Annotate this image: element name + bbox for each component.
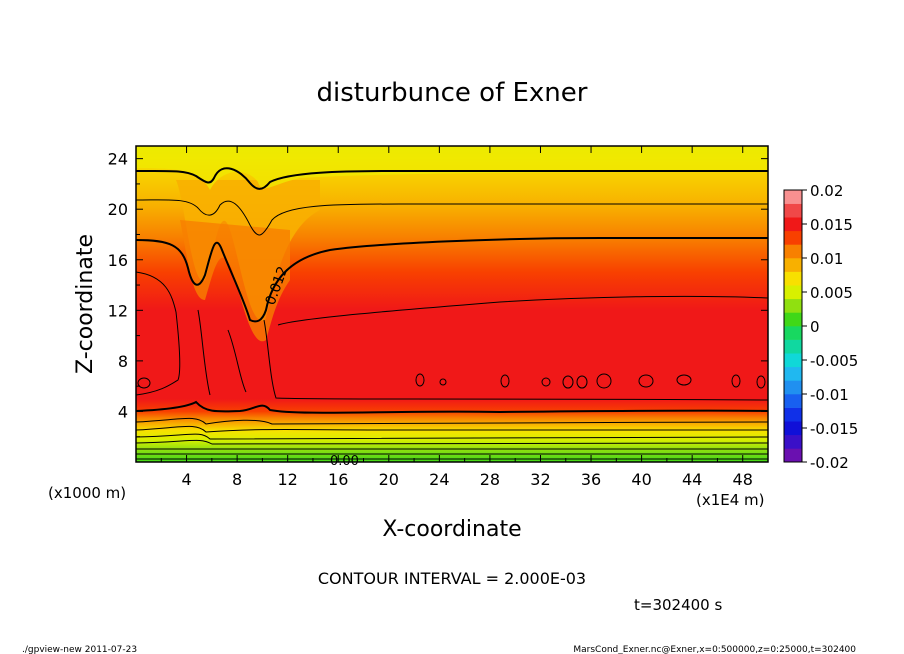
contour-line [136, 199, 768, 236]
colorbar-level [784, 312, 802, 327]
y-tick-label: 4 [118, 402, 128, 421]
contour-cell [500, 374, 510, 388]
contour-interval: CONTOUR INTERVAL = 2.000E-03 [318, 569, 586, 588]
colorbar-tick-label: 0.02 [810, 182, 843, 200]
colorbar-ticks: 0.02 0.015 0.01 0.005 0 -0.005 -0.01 -0.015 -0.0… [802, 182, 858, 472]
y-tick-label: 24 [108, 150, 128, 169]
x-tick-label: 8 [232, 470, 242, 489]
contour-cell [541, 377, 551, 387]
contour-cell [137, 377, 151, 389]
colorbar-tick-label: 0.01 [810, 250, 843, 268]
x-axis: 4 8 12 16 20 24 28 32 36 40 44 48 [160, 146, 753, 489]
colorbar-tick-label: -0.015 [810, 420, 858, 438]
colorbar-tick-label: 0 [810, 318, 820, 336]
field-top-band [136, 146, 768, 190]
y-unit-label: (x1000 m) [48, 484, 126, 502]
chart-title: disturbunce of Exner [317, 78, 588, 108]
contour-line [136, 400, 768, 414]
colorbar-level [784, 271, 802, 286]
x-axis-label: X-coordinate [382, 517, 521, 542]
x-tick-label: 48 [733, 470, 753, 489]
y-tick-label: 12 [108, 301, 128, 320]
contour-line [136, 439, 768, 445]
field-dip-inner [180, 220, 290, 342]
x-tick-label: 4 [181, 470, 191, 489]
colorbar-level [784, 353, 802, 368]
y-tick-label: 20 [108, 200, 128, 219]
plot-area [136, 146, 768, 462]
y-axis-label: Z-coordinate [73, 234, 98, 374]
colorbar-level [784, 407, 802, 422]
contour-cell [576, 375, 588, 389]
contour-line [136, 417, 768, 425]
colorbar-level [784, 339, 802, 354]
y-tick-label: 16 [108, 251, 128, 270]
x-tick-label: 20 [379, 470, 399, 489]
colorbar-level [784, 190, 802, 204]
colorbar-level [784, 448, 802, 463]
colorbar-tick-label: 0.015 [810, 216, 853, 234]
y-tick-label: 8 [118, 352, 128, 371]
contour-cell [676, 374, 692, 386]
colorbar-level [784, 244, 802, 259]
colorbar-tick-label: 0.005 [810, 284, 853, 302]
x-tick-label: 40 [631, 470, 651, 489]
contour-line [136, 425, 768, 433]
contour-cell [439, 378, 447, 386]
colorbar-tick-label: -0.005 [810, 352, 858, 370]
x-unit-label: (x1E4 m) [696, 491, 765, 509]
x-tick-label: 36 [581, 470, 601, 489]
x-tick-label: 32 [530, 470, 550, 489]
contour-cell [415, 373, 425, 387]
colorbar-level [784, 421, 802, 436]
contour-cell [562, 375, 574, 389]
contour-line [136, 271, 768, 326]
colorbar [784, 190, 802, 463]
x-tick-label: 16 [328, 470, 348, 489]
colorbar-tick-label: -0.02 [810, 454, 849, 472]
colorbar-level [784, 285, 802, 300]
contour-cell [638, 374, 654, 388]
footer-right: MarsCond_Exner.nc@Exner,x=0:500000,z=0:2… [573, 645, 856, 654]
colorbar-tick-label: -0.01 [810, 386, 849, 404]
contour-cell [756, 375, 766, 389]
colorbar-level [784, 230, 802, 245]
x-tick-label: 44 [682, 470, 702, 489]
colorbar-level [784, 394, 802, 408]
colorbar-level [784, 298, 802, 313]
contour-cell [596, 373, 612, 389]
time-label: t=302400 s [634, 596, 722, 614]
colorbar-level [784, 217, 802, 232]
plot-frame [135, 145, 769, 463]
colorbar-level [784, 258, 802, 272]
contour-cell [731, 374, 741, 388]
colorbar-level [784, 203, 802, 218]
colorbar-level [784, 380, 802, 395]
colorbar-level [784, 434, 802, 449]
x-tick-label: 24 [429, 470, 449, 489]
y-axis: 4 8 12 16 20 24 [108, 150, 768, 438]
contour-line [136, 167, 768, 190]
x-tick-label: 28 [480, 470, 500, 489]
x-tick-label: 12 [278, 470, 298, 489]
footer-left: ./gpview-new 2011-07-23 [22, 645, 137, 654]
colorbar-level [784, 326, 802, 340]
contour-line [136, 309, 768, 401]
contour-line [136, 237, 768, 323]
colorbar-level [784, 366, 802, 381]
